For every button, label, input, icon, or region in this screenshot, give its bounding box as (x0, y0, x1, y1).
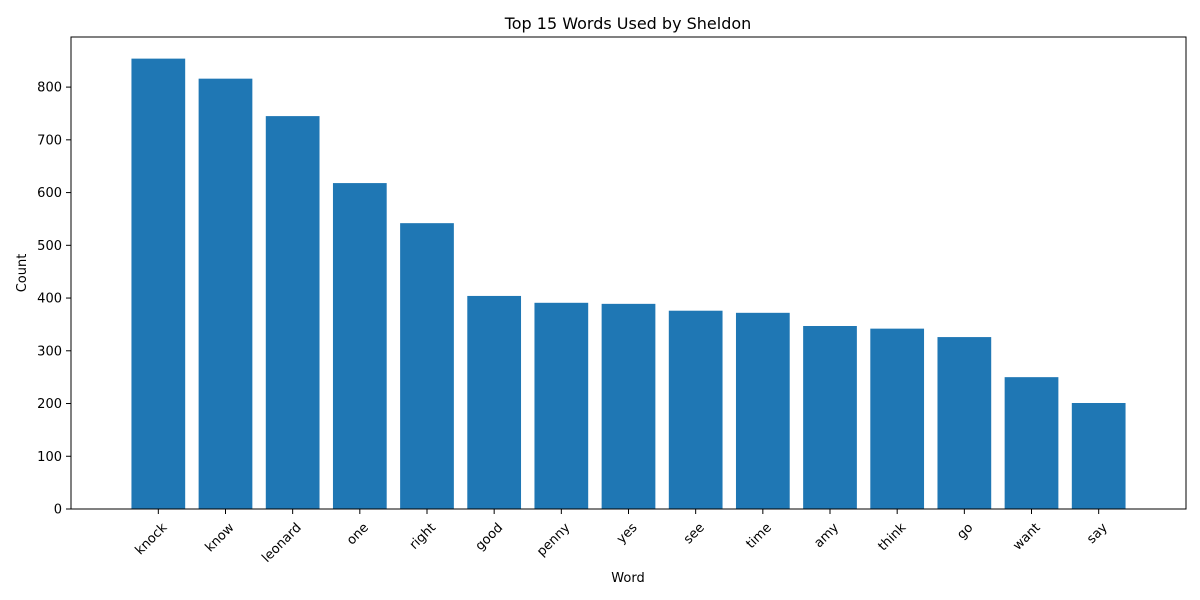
y-tick-label: 200 (37, 397, 62, 412)
bar-leonard (265, 116, 320, 510)
y-tick-label: 0 (54, 503, 62, 518)
x-axis-label: Word (611, 571, 644, 586)
x-tick-label-want: want (1010, 520, 1043, 553)
y-axis-label: Count (15, 254, 30, 293)
y-tick-label: 500 (37, 239, 62, 254)
bar-amy (803, 326, 857, 509)
bar-go (937, 337, 992, 509)
bar-yes (601, 303, 656, 509)
bar-right (400, 223, 454, 509)
y-tick-label: 600 (37, 186, 62, 201)
y-tick-label: 400 (37, 292, 62, 307)
x-tick-label-see: see (681, 520, 708, 547)
x-tick-label-penny: penny (534, 520, 573, 559)
x-tick-label-knock: knock (133, 520, 171, 558)
bar-good (467, 295, 522, 509)
x-tick-label-leonard: leonard (259, 520, 304, 565)
y-tick-label: 300 (37, 344, 62, 359)
bar-penny (534, 302, 589, 509)
bar-know (198, 78, 253, 509)
x-tick-label-yes: yes (614, 520, 641, 547)
x-tick-label-time: time (744, 520, 775, 551)
x-tick-label-know: know (203, 520, 238, 555)
y-axis-ticks: 0 100 200 300 400 500 600 700 800 (37, 81, 71, 518)
y-tick-label: 700 (37, 133, 62, 148)
x-tick-label-right: right (407, 520, 439, 552)
bar-time (735, 312, 790, 509)
bar-one (332, 183, 387, 509)
bar-think (870, 328, 925, 509)
x-tick-label-think: think (875, 520, 909, 554)
y-tick-label: 100 (37, 450, 62, 465)
bar-say (1071, 402, 1126, 509)
bar-see (668, 310, 723, 509)
x-tick-label-say: say (1084, 520, 1111, 547)
x-tick-label-go: go (954, 520, 976, 542)
x-tick-label-one: one (344, 520, 372, 548)
bar-want (1004, 377, 1059, 509)
y-tick-label: 800 (37, 81, 62, 96)
bars-group (131, 58, 1126, 510)
x-tick-label-amy: amy (811, 520, 842, 551)
chart-title: Top 15 Words Used by Sheldon (504, 14, 752, 33)
x-tick-label-good: good (473, 520, 507, 554)
x-axis-ticks: knock know leonard one right good penny yes see t… (133, 509, 1111, 566)
bar-knock (131, 58, 186, 509)
